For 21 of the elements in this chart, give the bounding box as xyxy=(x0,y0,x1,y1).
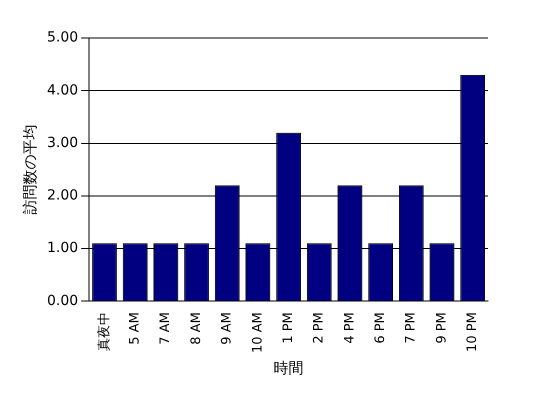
x-axis-title: 時間 xyxy=(274,358,304,377)
y-tick-label: 1.00 xyxy=(47,240,78,256)
x-tick-label: 1 PM xyxy=(280,312,296,344)
x-tick-label: 9 PM xyxy=(434,312,450,344)
y-tick-label: 3.00 xyxy=(47,134,78,151)
x-tick-label: 10 AM xyxy=(250,312,266,354)
x-tick-label: 6 PM xyxy=(373,312,388,344)
x-tick-label: 7 AM xyxy=(158,312,174,345)
x-tick-label: 2 PM xyxy=(312,312,327,344)
x-tick-label: 7 PM xyxy=(404,312,419,344)
x-tick-label: 真夜中 xyxy=(96,312,112,352)
x-tick-label: 8 AM xyxy=(188,312,204,345)
y-tick-label: 4.00 xyxy=(47,82,78,98)
x-tick-label: 5 AM xyxy=(128,312,143,345)
x-tick-label: 9 AM xyxy=(220,312,235,345)
y-tick-label: 5.00 xyxy=(47,30,78,46)
x-tick-label: 4 PM xyxy=(342,312,358,344)
x-tick-label: 10 PM xyxy=(465,312,480,352)
y-axis-title: 訪問数の平均 xyxy=(20,124,39,215)
y-tick-label: 0.00 xyxy=(47,292,78,309)
y-tick-label: 2.00 xyxy=(47,188,78,204)
